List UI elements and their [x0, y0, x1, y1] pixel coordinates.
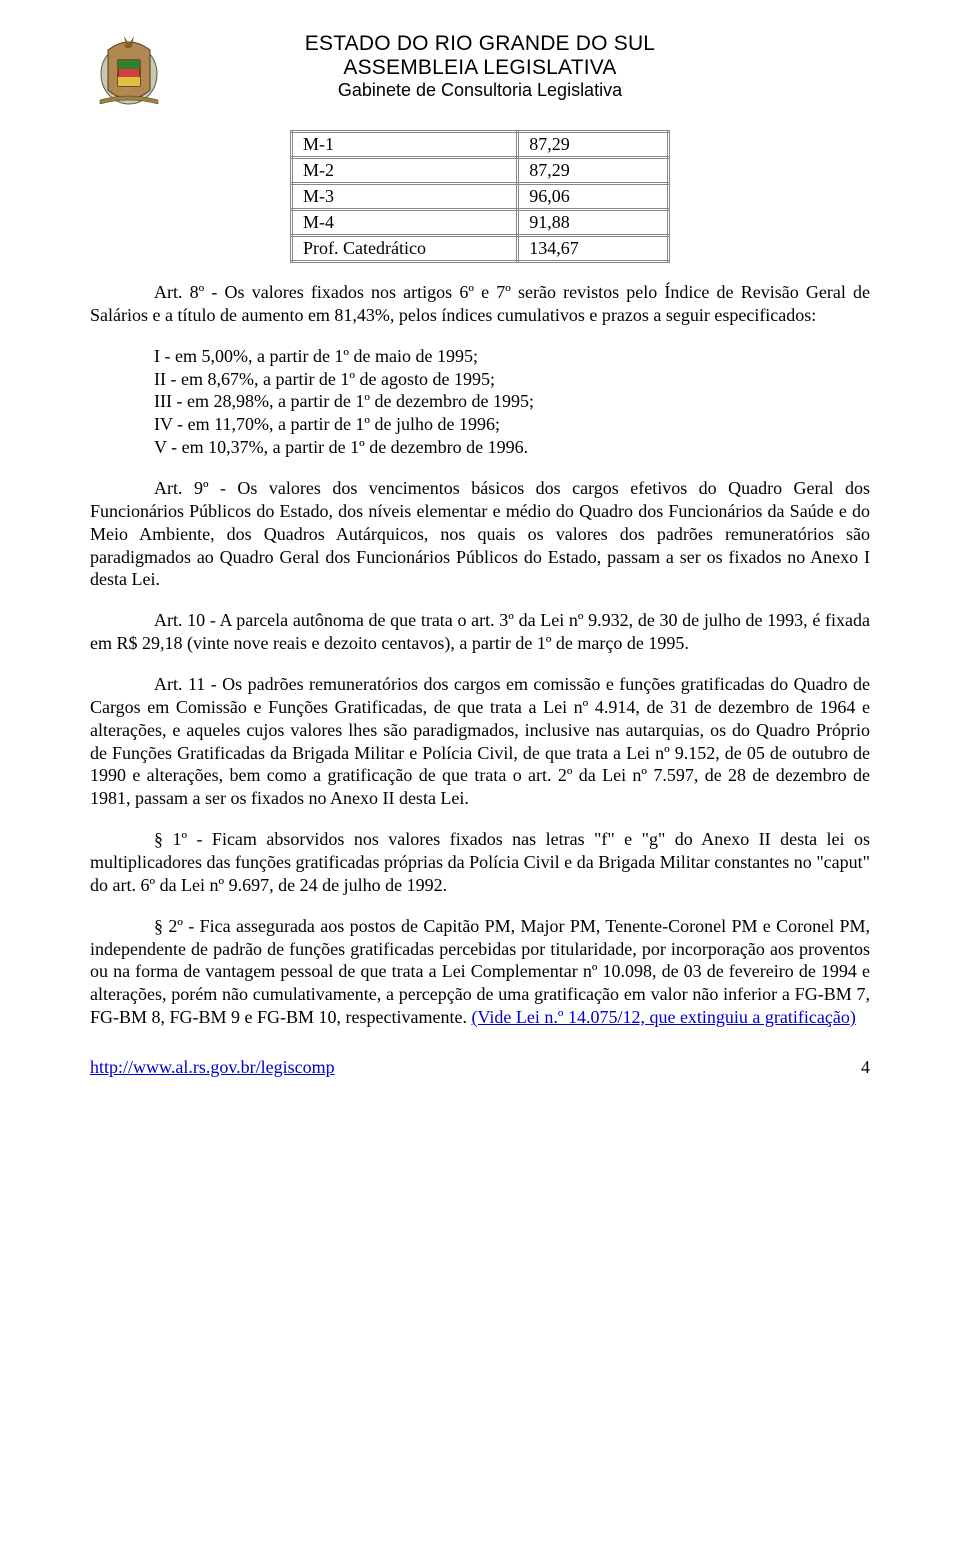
- header-title-block: ESTADO DO RIO GRANDE DO SUL ASSEMBLEIA L…: [90, 30, 870, 101]
- list-item: V - em 10,37%, a partir de 1º de dezembr…: [90, 436, 870, 459]
- paragraph-1-text: § 1º - Ficam absorvidos nos valores fixa…: [90, 829, 870, 895]
- table-row: M-287,29: [292, 158, 669, 184]
- table-cell-value: 91,88: [518, 210, 669, 236]
- table-row: Prof. Catedrático134,67: [292, 236, 669, 262]
- list-item: II - em 8,67%, a partir de 1º de agosto …: [90, 368, 870, 391]
- table-cell-label: Prof. Catedrático: [292, 236, 518, 262]
- table-row: M-187,29: [292, 132, 669, 158]
- article-9-text: Art. 9º - Os valores dos vencimentos bás…: [90, 478, 870, 589]
- header-gabinete: Gabinete de Consultoria Legislativa: [90, 80, 870, 101]
- paragraph-2-link[interactable]: (Vide Lei n.º 14.075/12, que extinguiu a…: [471, 1007, 855, 1027]
- page-container: ESTADO DO RIO GRANDE DO SUL ASSEMBLEIA L…: [0, 0, 960, 1098]
- article-11-text: Art. 11 - Os padrões remuneratórios dos …: [90, 674, 870, 808]
- article-8-intro-text: Art. 8º - Os valores fixados nos artigos…: [90, 282, 870, 325]
- table-row: M-491,88: [292, 210, 669, 236]
- salary-table: M-187,29M-287,29M-396,06M-491,88Prof. Ca…: [290, 130, 670, 263]
- table-cell-label: M-4: [292, 210, 518, 236]
- table-cell-label: M-3: [292, 184, 518, 210]
- document-header: ESTADO DO RIO GRANDE DO SUL ASSEMBLEIA L…: [90, 30, 870, 112]
- table-cell-value: 87,29: [518, 158, 669, 184]
- paragraph-2: § 2º - Fica assegurada aos postos de Cap…: [90, 915, 870, 1029]
- table-cell-label: M-1: [292, 132, 518, 158]
- list-item: IV - em 11,70%, a partir de 1º de julho …: [90, 413, 870, 436]
- list-item: III - em 28,98%, a partir de 1º de dezem…: [90, 390, 870, 413]
- article-10: Art. 10 - A parcela autônoma de que trat…: [90, 609, 870, 655]
- footer-url[interactable]: http://www.al.rs.gov.br/legiscomp: [90, 1057, 335, 1078]
- article-10-text: Art. 10 - A parcela autônoma de que trat…: [90, 610, 870, 653]
- article-8-list: I - em 5,00%, a partir de 1º de maio de …: [90, 345, 870, 459]
- footer-page-number: 4: [861, 1057, 870, 1078]
- header-assembly: ASSEMBLEIA LEGISLATIVA: [90, 56, 870, 80]
- article-9: Art. 9º - Os valores dos vencimentos bás…: [90, 477, 870, 591]
- header-state: ESTADO DO RIO GRANDE DO SUL: [90, 32, 870, 56]
- table-cell-value: 87,29: [518, 132, 669, 158]
- table-row: M-396,06: [292, 184, 669, 210]
- article-8-intro: Art. 8º - Os valores fixados nos artigos…: [90, 281, 870, 327]
- paragraph-1: § 1º - Ficam absorvidos nos valores fixa…: [90, 828, 870, 897]
- table-cell-label: M-2: [292, 158, 518, 184]
- page-footer: http://www.al.rs.gov.br/legiscomp 4: [90, 1057, 870, 1078]
- article-11: Art. 11 - Os padrões remuneratórios dos …: [90, 673, 870, 810]
- table-cell-value: 134,67: [518, 236, 669, 262]
- table-cell-value: 96,06: [518, 184, 669, 210]
- list-item: I - em 5,00%, a partir de 1º de maio de …: [90, 345, 870, 368]
